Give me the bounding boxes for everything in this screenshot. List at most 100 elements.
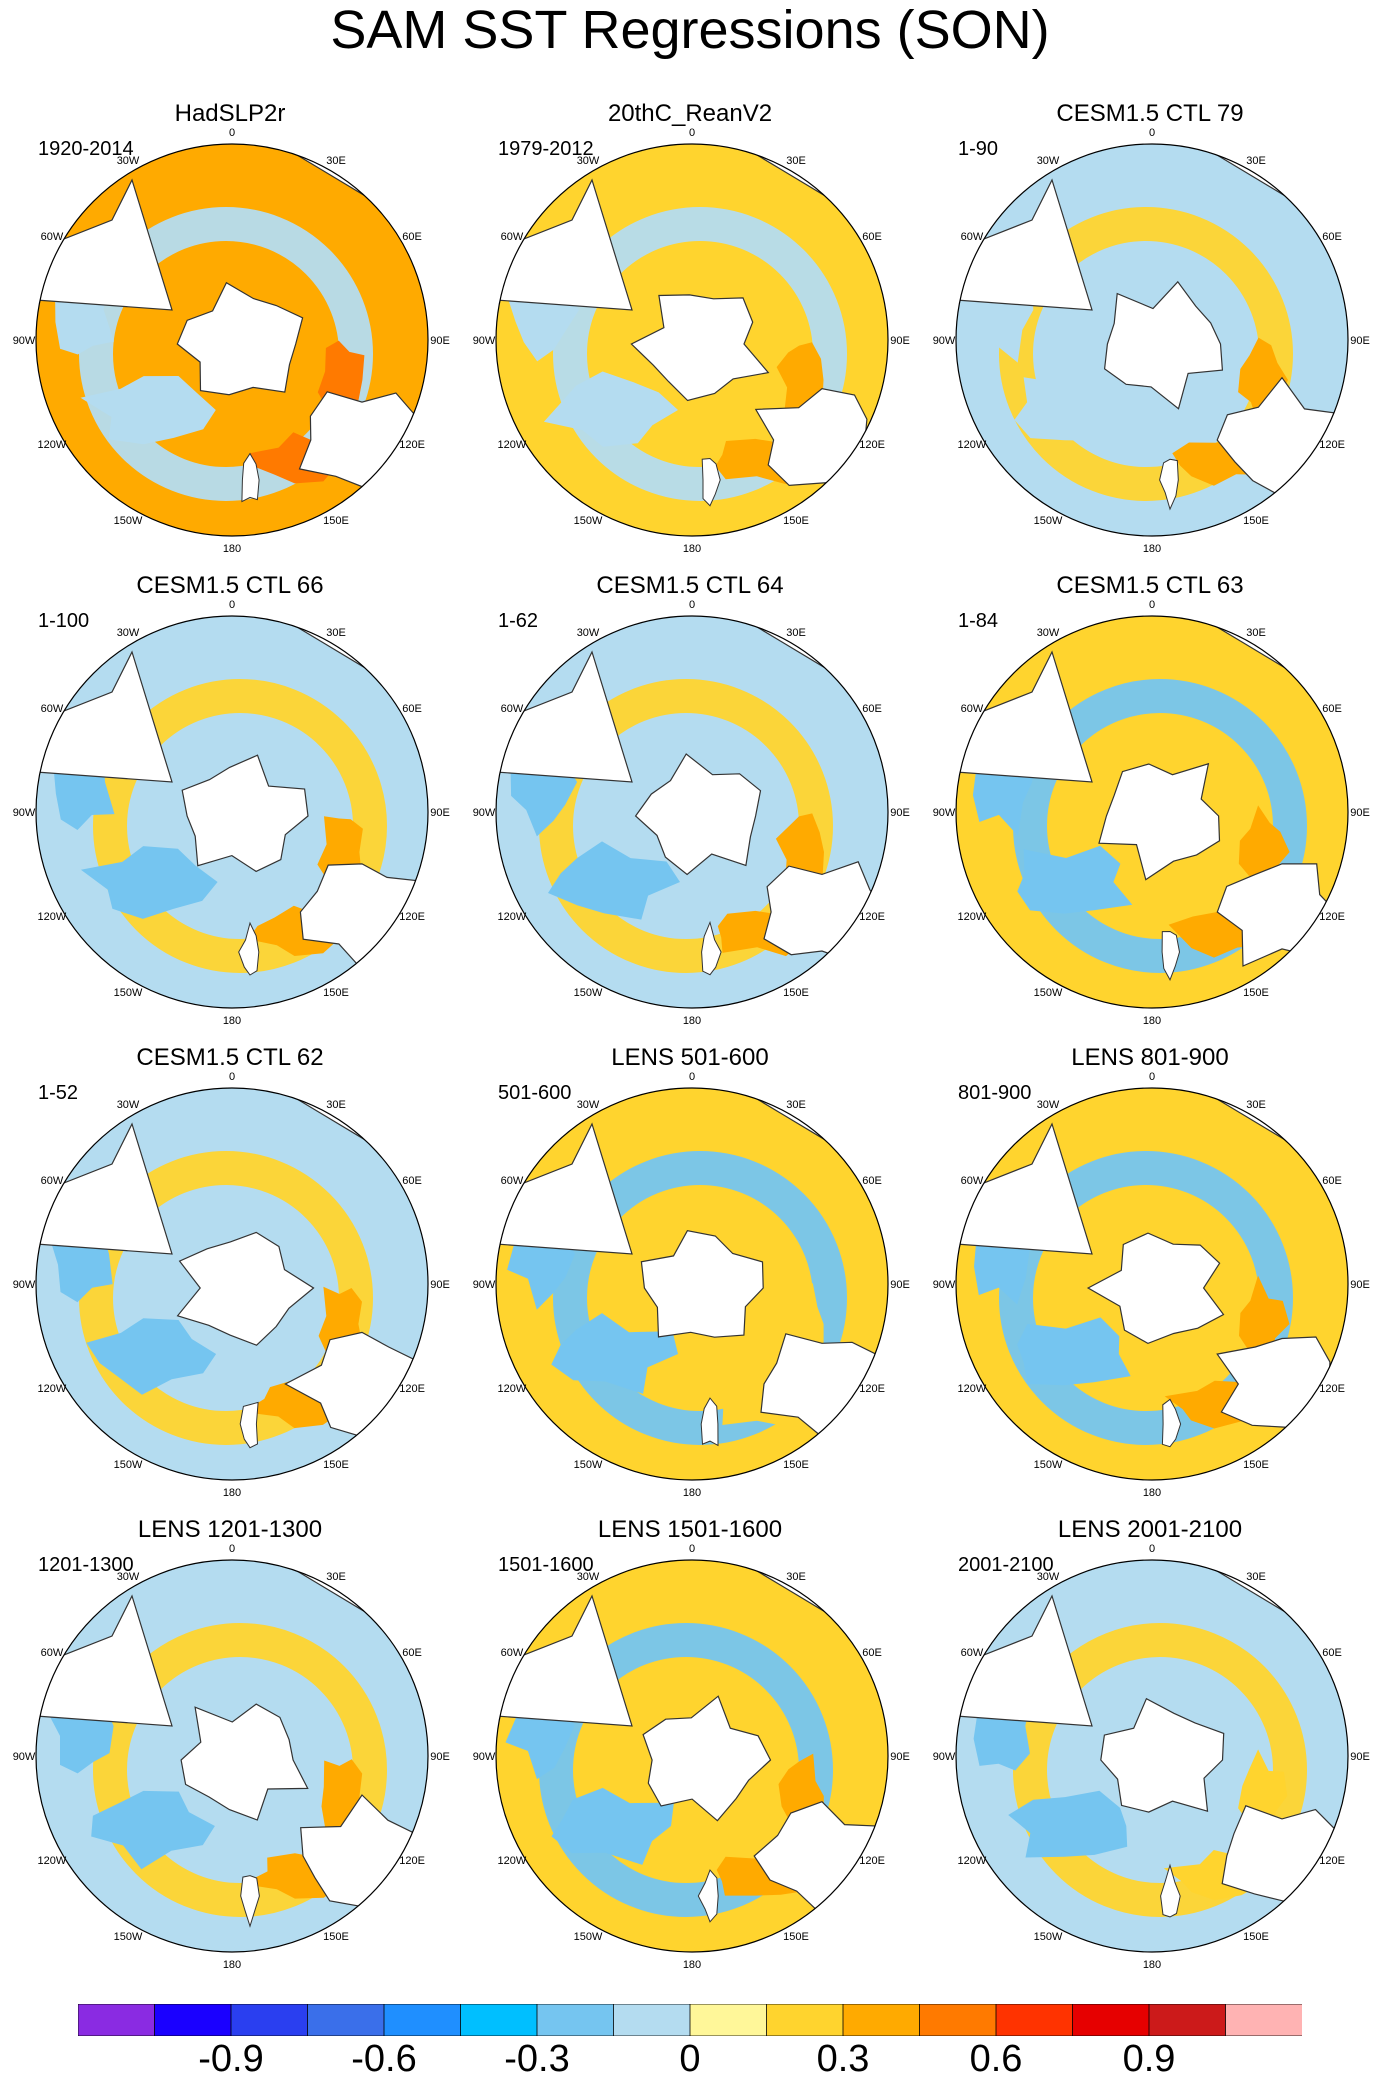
colorbar-tick-label: 0 [679,2038,701,2080]
longitude-label: 150E [1243,1459,1269,1471]
antarctica-landmass [1098,762,1221,881]
longitude-label: 90W [933,1751,956,1763]
new-zealand-landmass [1160,1863,1181,1918]
longitude-label: 120E [859,911,885,923]
south-america-landmass [956,1122,1093,1255]
longitude-label: 120W [958,1855,987,1867]
longitude-label: 90W [473,335,496,347]
longitude-label: 120W [38,1855,67,1867]
longitude-label: 0 [1149,599,1155,611]
map-panel: 20thC_ReanV2 0 30E 60E 90E 120E 150E 180 150W 120… [460,100,920,572]
longitude-label: 30E [786,1099,806,1111]
longitude-label: 90W [13,1751,36,1763]
map-panel: CESM1.5 CTL 79 0 30E 60E 90E 120E 150E 180 150W 1… [920,100,1380,572]
map-panel: CESM1.5 CTL 66 0 30E 60E 90E 120E 150E 180 150W 1… [0,572,460,1044]
longitude-label: 120W [498,439,527,451]
longitude-label: 90E [430,1751,450,1763]
longitude-label: 0 [689,1543,695,1555]
panel-period: 1-84 [958,610,999,632]
longitude-label: 0 [229,1071,235,1083]
longitude-label: 120W [38,439,67,451]
longitude-label: 60W [41,1647,64,1659]
longitude-label: 180 [1143,1959,1161,1971]
longitude-label: 90W [933,807,956,819]
longitude-label: 60E [862,1175,882,1187]
longitude-label: 90E [1350,807,1370,819]
panel-period: 1-52 [38,1082,79,1104]
longitude-label: 150E [783,1459,809,1471]
longitude-label: 120W [498,911,527,923]
longitude-label: 90E [1350,335,1370,347]
polar-map: 0 30E 60E 90E 120E 150E 180 150W 120W 90W 60W 30W [13,1071,450,1499]
colorbar-tick-label: -0.6 [351,2038,417,2080]
longitude-label: 120W [38,911,67,923]
panel-period: 1-100 [38,610,90,632]
longitude-label: 60W [41,1175,64,1187]
figure-title: SAM SST Regressions (SON) [330,0,1050,60]
longitude-label: 30W [117,627,140,639]
colorbar-swatch [536,2004,615,2036]
polar-map: 0 30E 60E 90E 120E 150E 180 150W 120W 90W 60W 30W [933,1543,1370,1971]
longitude-label: 90W [13,1279,36,1291]
colorbar-tick-labels: -0.9 -0.6 -0.3 0 0.3 0.6 0.9 [0,2038,1380,2086]
longitude-label: 30W [577,1099,600,1111]
panel-title: LENS 1201-1300 [137,1516,323,1543]
south-america-landmass [36,1122,173,1255]
longitude-label: 30W [117,1099,140,1111]
longitude-label: 90E [430,807,450,819]
longitude-label: 30W [1037,627,1060,639]
longitude-label: 30E [786,1571,806,1583]
map-boundary [495,143,889,537]
longitude-label: 150W [1034,1459,1063,1471]
new-zealand-landmass [701,457,721,507]
panel-title: LENS 2001-2100 [1057,1516,1243,1543]
longitude-label: 0 [229,127,235,139]
sst-anomaly-ring [1013,1623,1307,1917]
polar-map: 0 30E 60E 90E 120E 150E 180 150W 120W 90W 60W 30W [13,1543,450,1971]
map-panel: LENS 501-600 0 30E 60E 90E 120E 150E 180 150W 120… [460,1044,920,1516]
longitude-label: 0 [1149,127,1155,139]
longitude-label: 60E [402,231,422,243]
longitude-label: 150E [1243,987,1269,999]
longitude-label: 30W [1037,155,1060,167]
new-zealand-landmass [1161,1398,1182,1448]
panel-title: CESM1.5 CTL 79 [1056,100,1244,127]
sst-anomaly-patch [1239,1275,1290,1366]
longitude-label: 60E [862,1647,882,1659]
polar-map: 0 30E 60E 90E 120E 150E 180 150W 120W 90W 60W 30W [13,599,450,1027]
map-panel: LENS 2001-2100 0 30E 60E 90E 120E 150E 180 150W 1… [920,1516,1380,1988]
colorbar-tick-label: -0.3 [504,2038,570,2080]
panel-period: 1920-2014 [38,138,134,160]
longitude-label: 90W [473,807,496,819]
sst-anomaly-ring [539,1623,833,1917]
sst-anomaly-patch [91,1790,215,1870]
longitude-label: 90E [430,1279,450,1291]
map-boundary [35,615,429,1009]
longitude-label: 150W [114,515,143,527]
longitude-label: 90E [1350,1279,1370,1291]
panel-period: 801-900 [958,1082,1032,1104]
antarctica-landmass [1103,280,1224,410]
south-america-landmass [36,178,173,311]
panel-title: HadSLP2r [174,100,286,127]
south-america-landmass [36,1594,173,1727]
antarctica-landmass [634,753,762,876]
longitude-label: 150E [323,515,349,527]
map-boundary [955,1087,1349,1481]
longitude-label: 30E [1246,627,1266,639]
longitude-label: 0 [229,1543,235,1555]
longitude-label: 60W [501,703,524,715]
south-america-landmass [496,650,633,783]
longitude-label: 30W [577,155,600,167]
longitude-label: 180 [1143,543,1161,555]
longitude-label: 120W [958,911,987,923]
longitude-label: 150W [114,1459,143,1471]
map-panel: CESM1.5 CTL 62 0 30E 60E 90E 120E 150E 180 150W 1… [0,1044,460,1516]
longitude-label: 180 [683,1959,701,1971]
longitude-label: 90E [890,335,910,347]
longitude-label: 60E [402,1647,422,1659]
longitude-label: 120E [1319,1383,1345,1395]
antarctica-landmass [176,1231,315,1346]
colorbar-swatch [1072,2004,1150,2036]
longitude-label: 60E [1322,703,1342,715]
